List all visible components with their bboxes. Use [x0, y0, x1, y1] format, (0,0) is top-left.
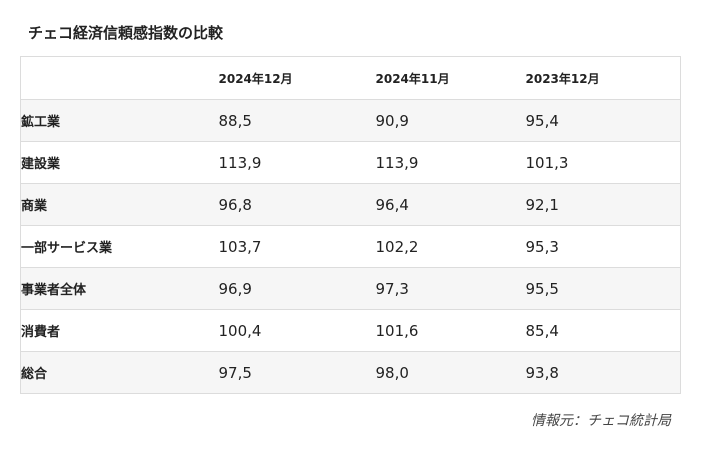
- row-label: 商業: [20, 183, 219, 226]
- table-row: 総合 97,5 98,0 93,8: [20, 351, 681, 394]
- cell-value: 113,9: [218, 141, 376, 184]
- table-row: 消費者 100,4 101,6 85,4: [20, 309, 681, 352]
- cell-value: 90,9: [375, 99, 526, 142]
- cell-value: 96,4: [375, 183, 526, 226]
- table-row: 建設業 113,9 113,9 101,3: [20, 141, 681, 184]
- row-label: 事業者全体: [20, 267, 219, 310]
- cell-value: 102,2: [375, 225, 526, 268]
- cell-value: 95,4: [525, 99, 681, 142]
- cell-value: 96,8: [218, 183, 376, 226]
- table-row: 商業 96,8 96,4 92,1: [20, 183, 681, 226]
- table-row: 鉱工業 88,5 90,9 95,4: [20, 99, 681, 142]
- header-corner: [20, 56, 219, 100]
- header-2024-12: 2024年12月: [218, 56, 376, 100]
- page-title: チェコ経済信頼感指数の比較: [28, 24, 224, 42]
- cell-value: 88,5: [218, 99, 376, 142]
- table-row: 事業者全体 96,9 97,3 95,5: [20, 267, 681, 310]
- table-row: 一部サービス業 103,7 102,2 95,3: [20, 225, 681, 268]
- row-label: 消費者: [20, 309, 219, 352]
- cell-value: 92,1: [525, 183, 681, 226]
- cell-value: 93,8: [525, 351, 681, 394]
- cell-value: 95,3: [525, 225, 681, 268]
- cell-value: 103,7: [218, 225, 376, 268]
- cell-value: 85,4: [525, 309, 681, 352]
- cell-value: 113,9: [375, 141, 526, 184]
- header-2023-12: 2023年12月: [525, 56, 681, 100]
- cell-value: 95,5: [525, 267, 681, 310]
- cell-value: 97,5: [218, 351, 376, 394]
- cell-value: 96,9: [218, 267, 376, 310]
- comparison-table: 2024年12月 2024年11月 2023年12月 鉱工業 88,5 90,9…: [20, 56, 681, 394]
- cell-value: 100,4: [218, 309, 376, 352]
- header-2024-11: 2024年11月: [375, 56, 526, 100]
- table-header-row: 2024年12月 2024年11月 2023年12月: [20, 56, 681, 100]
- cell-value: 101,6: [375, 309, 526, 352]
- row-label: 鉱工業: [20, 99, 219, 142]
- row-label: 一部サービス業: [20, 225, 219, 268]
- row-label: 建設業: [20, 141, 219, 184]
- cell-value: 98,0: [375, 351, 526, 394]
- cell-value: 97,3: [375, 267, 526, 310]
- source-note: 情報元：チェコ統計局: [531, 413, 671, 429]
- row-label: 総合: [20, 351, 219, 394]
- cell-value: 101,3: [525, 141, 681, 184]
